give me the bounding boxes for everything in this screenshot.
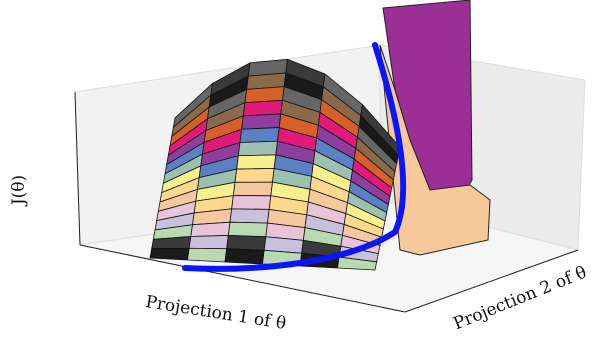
trajectory bbox=[182, 42, 407, 272]
surface-patch bbox=[226, 235, 267, 251]
surface-patch bbox=[236, 154, 277, 170]
surface-patch bbox=[149, 247, 190, 261]
surface-patch bbox=[237, 140, 278, 157]
surface-patch bbox=[242, 99, 283, 117]
surface-patch bbox=[232, 181, 273, 197]
surface-patch bbox=[229, 208, 270, 224]
z-axis-line bbox=[74, 91, 81, 246]
surface-patch bbox=[188, 235, 229, 250]
x-axis-label: Projection 1 of θ bbox=[144, 292, 287, 334]
surface-patch bbox=[190, 221, 231, 237]
surface-patch bbox=[239, 127, 280, 143]
surface-patch bbox=[241, 113, 282, 130]
x-axis-line bbox=[79, 244, 406, 313]
surface-patch bbox=[187, 247, 228, 263]
surface-patch bbox=[231, 195, 272, 210]
surface-patch bbox=[337, 256, 378, 271]
y-axis-line bbox=[404, 249, 579, 313]
z-axis-label: J(θ) bbox=[9, 175, 29, 207]
surface-patch bbox=[224, 248, 265, 265]
spike-base bbox=[379, 44, 491, 256]
surface bbox=[149, 58, 401, 271]
surface-patch bbox=[227, 221, 268, 238]
surface-patch bbox=[234, 168, 275, 183]
